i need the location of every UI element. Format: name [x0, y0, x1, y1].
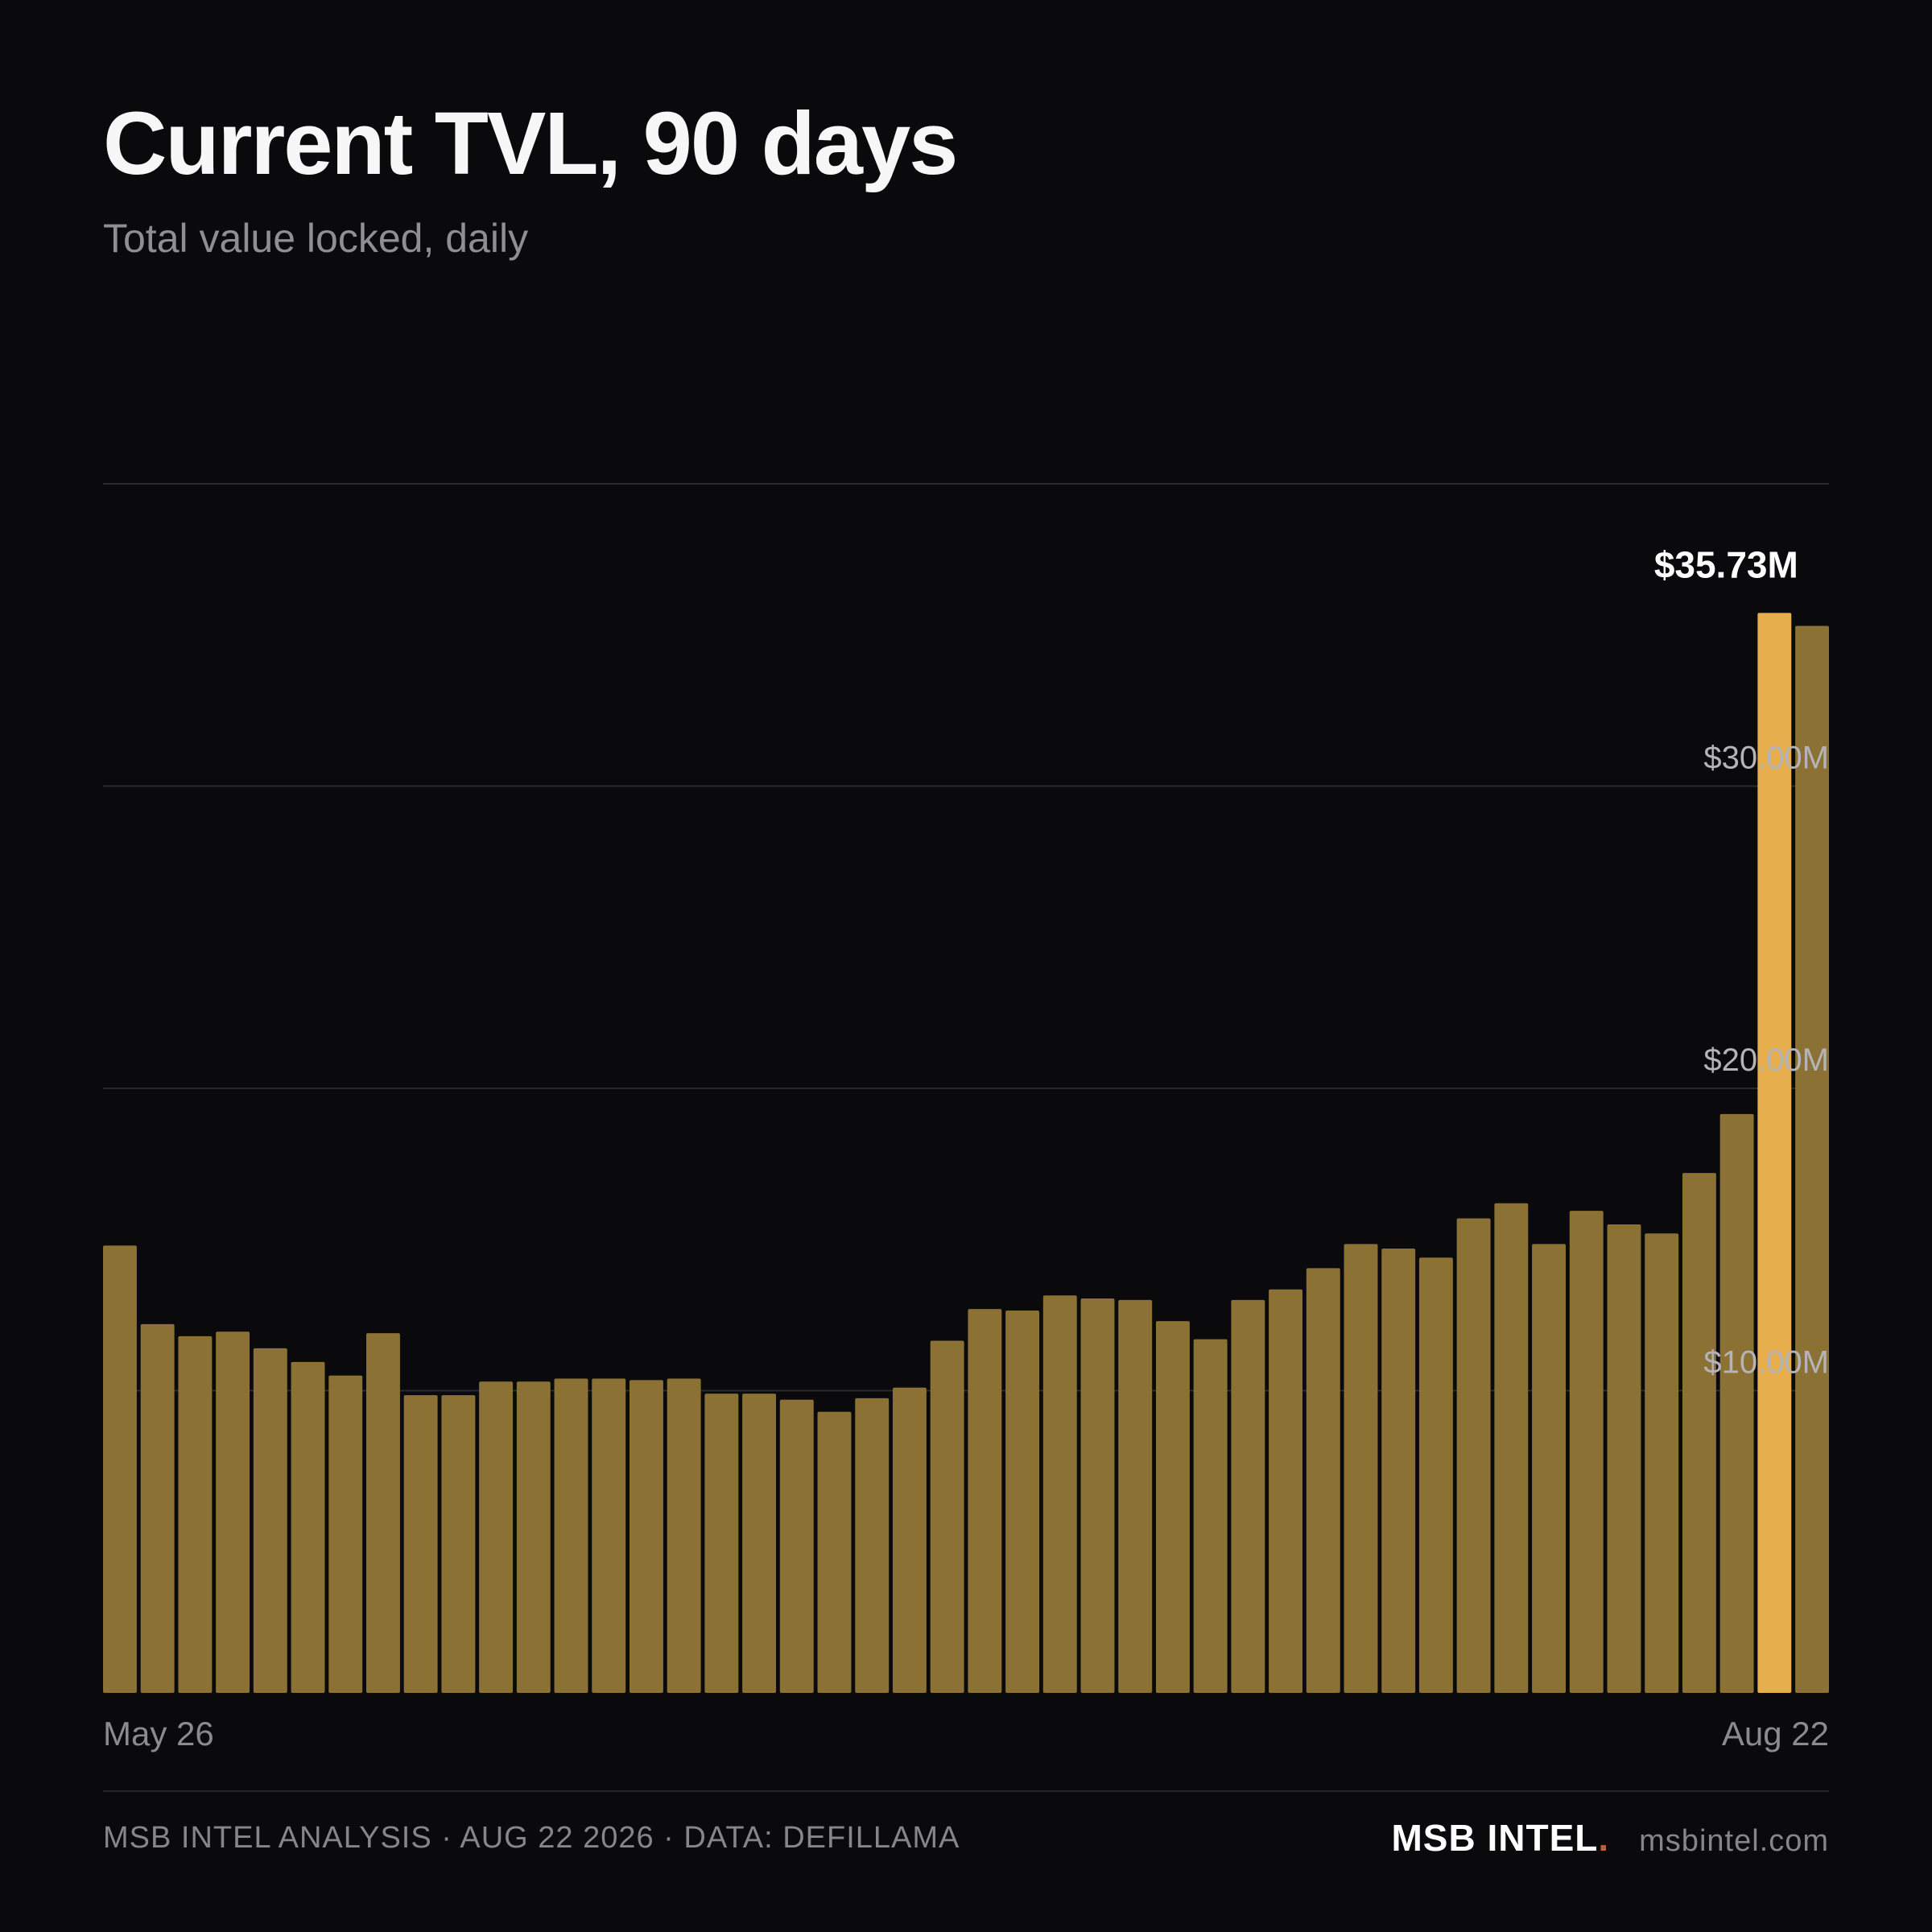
- y-tick-label: $30.00M: [1703, 741, 1829, 776]
- bar: [516, 1381, 551, 1693]
- axis-labels: $10.00M $20.00M $30.00M $35.73M May 26 Aug 22: [103, 543, 1829, 1752]
- bar: [479, 1381, 514, 1693]
- chart-subtitle: Total value locked, daily: [103, 216, 529, 261]
- bar: [1494, 1203, 1529, 1693]
- x-tick-label-end: Aug 22: [1722, 1715, 1829, 1752]
- bar: [1193, 1339, 1228, 1693]
- bar: [592, 1378, 626, 1693]
- bar: [1645, 1233, 1679, 1693]
- bar: [968, 1309, 1002, 1693]
- brand-name: MSB INTEL: [1391, 1817, 1599, 1859]
- bar: [1381, 1249, 1416, 1693]
- bar: [1532, 1244, 1567, 1693]
- peak-value-label: $35.73M: [1654, 543, 1798, 585]
- bar: [1344, 1244, 1378, 1693]
- bar: [1456, 1218, 1491, 1693]
- footer-divider: [103, 1790, 1829, 1792]
- bar: [1682, 1173, 1716, 1693]
- bar: [704, 1393, 739, 1693]
- bar: [1269, 1289, 1303, 1693]
- bar: [1418, 1257, 1453, 1693]
- bar: [667, 1378, 701, 1693]
- bar: [1795, 625, 1829, 1693]
- y-tick-label: $20.00M: [1703, 1042, 1829, 1078]
- chart-title: Current TVL, 90 days: [103, 94, 958, 193]
- footer-source: MSB INTEL ANALYSIS · AUG 22 2026 · DATA:…: [103, 1821, 960, 1855]
- bar: [140, 1323, 175, 1693]
- bar: [1042, 1295, 1077, 1693]
- bar: [629, 1380, 663, 1693]
- bar: [817, 1411, 852, 1693]
- bar: [403, 1395, 438, 1693]
- site-link[interactable]: msbintel.com: [1639, 1824, 1829, 1858]
- x-tick-label-start: May 26: [103, 1715, 214, 1752]
- bar: [892, 1387, 927, 1693]
- bar: [1080, 1298, 1115, 1693]
- bar: [103, 1245, 137, 1693]
- bar: [1306, 1268, 1340, 1693]
- bar-highlight: [1757, 613, 1792, 1693]
- bar: [930, 1340, 964, 1693]
- bar: [1231, 1299, 1265, 1693]
- bar: [1005, 1310, 1040, 1693]
- bar: [855, 1397, 890, 1693]
- bar: [253, 1348, 287, 1693]
- footer-brand-group: MSB INTEL. msbintel.com: [1391, 1816, 1829, 1860]
- bar: [1607, 1224, 1641, 1693]
- brand-dot: .: [1598, 1817, 1609, 1859]
- bar: [554, 1378, 588, 1693]
- bar: [441, 1395, 476, 1693]
- bar: [1719, 1113, 1754, 1693]
- bar: [1569, 1211, 1604, 1693]
- bars: [103, 613, 1829, 1693]
- bar: [1118, 1299, 1153, 1693]
- bar: [779, 1399, 814, 1693]
- y-tick-label: $10.00M: [1703, 1345, 1829, 1381]
- bar: [216, 1331, 250, 1693]
- bar: [328, 1375, 363, 1693]
- bar: [742, 1393, 777, 1693]
- bar: [178, 1335, 213, 1693]
- bar: [365, 1333, 400, 1693]
- bar: [1155, 1321, 1190, 1693]
- bar: [291, 1361, 325, 1693]
